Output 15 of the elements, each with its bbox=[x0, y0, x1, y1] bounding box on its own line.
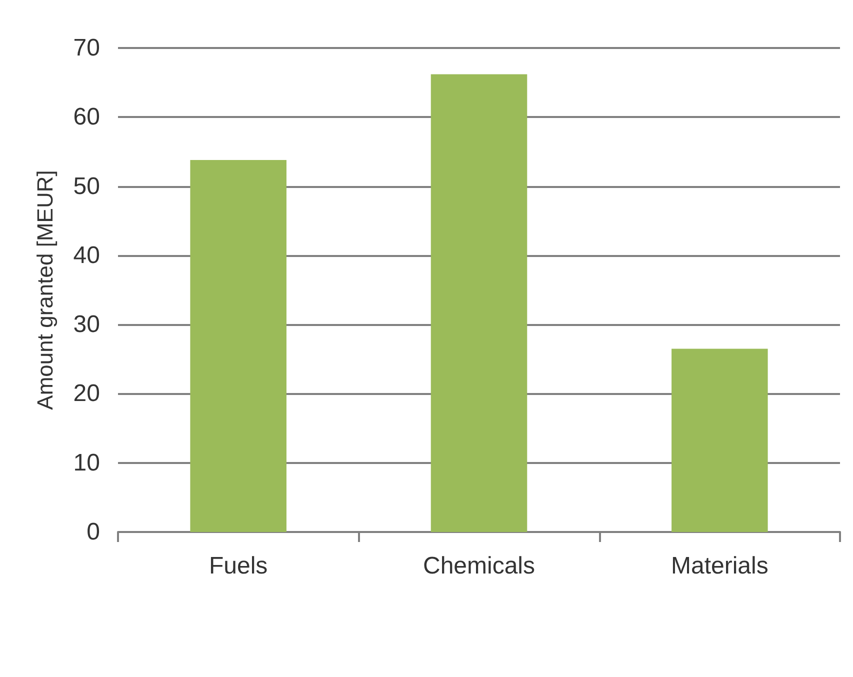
x-tick-label: Materials bbox=[670, 552, 768, 580]
y-tick-label: 40 bbox=[73, 242, 100, 269]
y-tick-label: 60 bbox=[73, 104, 100, 131]
bar bbox=[672, 348, 768, 532]
y-axis-title: Amount granted [MEUR] bbox=[32, 170, 58, 410]
y-tick-label: 30 bbox=[73, 311, 100, 338]
y-tick-label: 70 bbox=[73, 34, 100, 62]
x-tick-label: Chemicals bbox=[422, 552, 536, 580]
bar bbox=[190, 160, 286, 532]
y-tick-label: 10 bbox=[73, 449, 100, 476]
x-tick-label: Fuels bbox=[208, 552, 268, 580]
y-tick-label: 20 bbox=[73, 380, 100, 408]
y-tick-label: 0 bbox=[86, 518, 100, 546]
bar bbox=[430, 74, 528, 532]
y-tick-label: 50 bbox=[73, 172, 100, 200]
